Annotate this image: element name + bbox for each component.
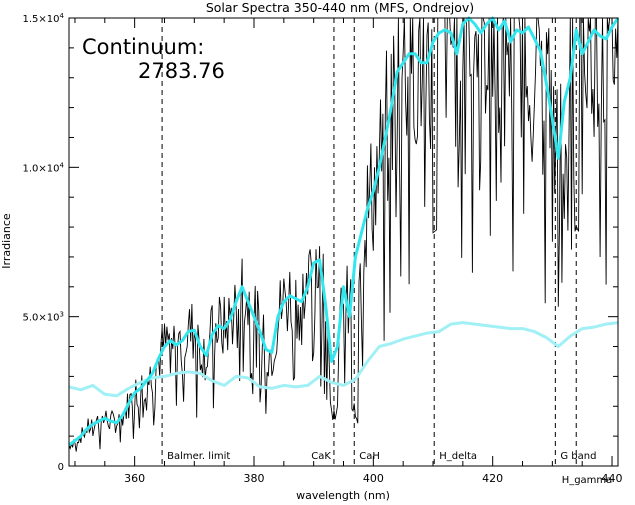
- continuum-label: Continuum:: [82, 35, 204, 59]
- marker-label: Balmer. limit: [167, 451, 230, 462]
- continuum-value: 2783.76: [138, 59, 225, 83]
- x-tick-label: 360: [124, 472, 145, 485]
- marker-label: CaH: [359, 451, 380, 462]
- continuum-line: [68, 321, 619, 398]
- x-axis-label: wavelength (nm): [296, 489, 390, 502]
- y-tick-label: 1.0×104: [23, 161, 65, 174]
- x-tick-label: 400: [363, 472, 384, 485]
- marker-lines: Balmer. limit CaK CaH H_delta G band H_gamma: [161, 18, 613, 486]
- x-tick-label: 420: [482, 472, 503, 485]
- chart-title: Solar Spectra 350-440 nm (MFS, Ondrejov): [206, 0, 474, 15]
- y-tick-label: 0: [58, 462, 64, 473]
- axis-ticks: 360 380 400 420 440 0 5.0×103 1.0×104 1.5×104: [23, 12, 623, 485]
- y-tick-label: 1.5×104: [23, 12, 65, 25]
- x-tick-label: 380: [243, 472, 264, 485]
- marker-label: CaK: [311, 451, 331, 462]
- marker-label: G band: [560, 451, 596, 462]
- marker-label: H_delta: [439, 451, 477, 462]
- y-tick-label: 5.0×103: [23, 311, 64, 324]
- y-axis-label: Irradiance: [0, 213, 13, 269]
- plot-frame: [68, 17, 619, 467]
- marker-label: H_gamma: [562, 475, 613, 486]
- smoothed-line: [68, 16, 620, 447]
- series-lines: [68, 16, 620, 447]
- x-tick-label: 440: [602, 472, 623, 485]
